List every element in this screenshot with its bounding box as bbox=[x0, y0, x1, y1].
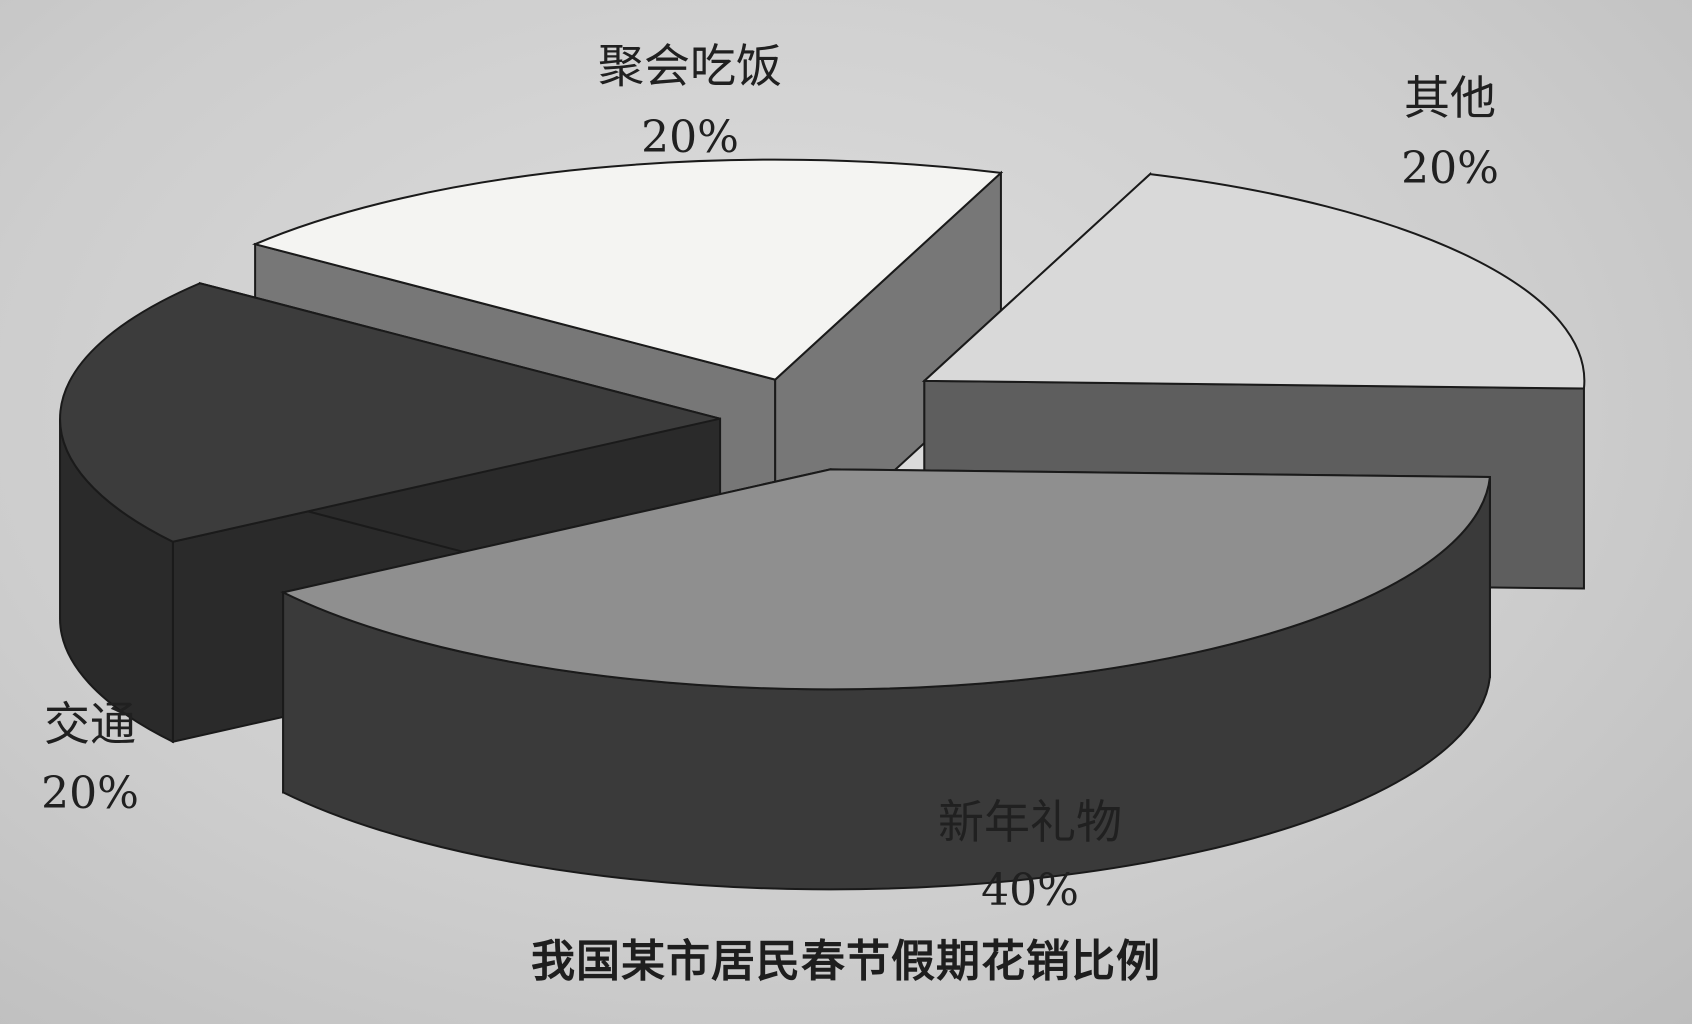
slice-value-gifts: 40% bbox=[981, 865, 1079, 916]
label-gifts: 新年礼物 40% bbox=[938, 795, 1122, 916]
slice-label-other: 其他 bbox=[1404, 71, 1496, 125]
label-transport: 交通 20% bbox=[41, 697, 139, 819]
label-other: 其他 20% bbox=[1401, 71, 1499, 194]
slice-value-dining: 20% bbox=[641, 112, 739, 163]
slice-other-top bbox=[921, 173, 1586, 390]
pie-slices bbox=[59, 158, 1586, 891]
slice-value-transport: 20% bbox=[41, 768, 139, 819]
slice-label-transport: 交通 bbox=[44, 697, 136, 751]
slice-transport-top bbox=[59, 282, 721, 543]
slice-label-dining: 聚会吃饭 bbox=[598, 39, 782, 93]
slice-gifts bbox=[280, 468, 1492, 891]
slice-label-gifts: 新年礼物 bbox=[938, 795, 1122, 849]
label-dining: 聚会吃饭 20% bbox=[598, 39, 782, 163]
slice-value-other: 20% bbox=[1401, 143, 1499, 194]
chart-title: 我国某市居民春节假期花销比例 bbox=[531, 936, 1161, 987]
slice-gifts-top bbox=[280, 468, 1492, 691]
slice-dining-top bbox=[252, 158, 1004, 381]
pie-labels: 新年礼物 40% 交通 20% 聚会吃饭 20% 其他 20% bbox=[41, 39, 1499, 916]
